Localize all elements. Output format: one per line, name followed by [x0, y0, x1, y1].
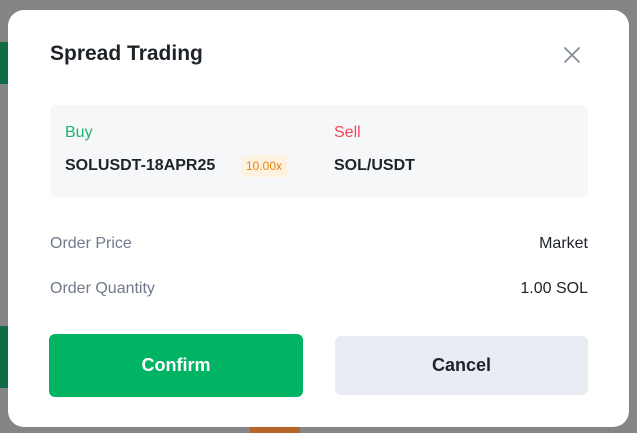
close-icon[interactable]	[561, 44, 583, 66]
background-panel	[250, 426, 300, 433]
order-quantity-value: 1.00 SOL	[520, 280, 588, 297]
background-panel	[0, 326, 8, 388]
spread-trading-dialog: Spread Trading Buy Sell SOLUSDT-18APR25 …	[8, 10, 629, 427]
order-quantity-label: Order Quantity	[50, 280, 155, 297]
leverage-badge: 10.00x	[241, 155, 288, 177]
background-panel	[0, 42, 8, 84]
order-price-label: Order Price	[50, 235, 132, 252]
confirm-button[interactable]: Confirm	[49, 334, 303, 397]
dialog-title: Spread Trading	[50, 42, 203, 65]
order-price-value: Market	[539, 235, 588, 252]
sell-symbol: SOL/USDT	[334, 157, 415, 174]
buy-symbol: SOLUSDT-18APR25	[65, 157, 216, 174]
cancel-button[interactable]: Cancel	[335, 336, 588, 395]
legs-panel: Buy Sell SOLUSDT-18APR25 10.00x SOL/USDT	[50, 105, 588, 197]
buy-label: Buy	[65, 124, 93, 141]
sell-label: Sell	[334, 124, 361, 141]
